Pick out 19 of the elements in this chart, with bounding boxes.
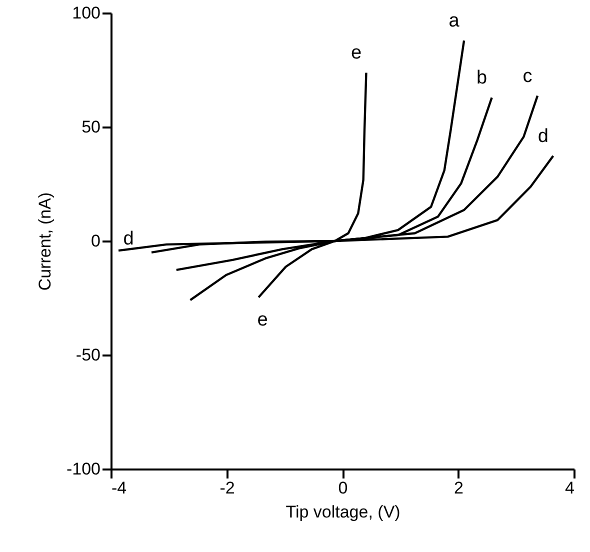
y-tick-label: 100 bbox=[72, 4, 100, 22]
x-tick-label: -4 bbox=[112, 478, 127, 498]
series-label: c bbox=[522, 66, 532, 87]
x-tick-label: 2 bbox=[454, 478, 464, 498]
series-label: e bbox=[350, 42, 362, 64]
annotation: d bbox=[123, 228, 134, 250]
y-axis-title: Current, (nA) bbox=[35, 192, 54, 291]
x-axis-title: Tip voltage, (V) bbox=[286, 502, 400, 522]
x-tick-label: 4 bbox=[565, 478, 574, 498]
annotation: e bbox=[257, 309, 268, 330]
x-tick-label: 0 bbox=[338, 478, 348, 498]
y-tick-label: -50 bbox=[76, 346, 100, 364]
series-label: d bbox=[538, 126, 548, 147]
series-label: b bbox=[476, 68, 488, 89]
series-label: a bbox=[448, 10, 460, 32]
y-tick-label: -100 bbox=[66, 460, 100, 478]
x-tick-label: -2 bbox=[220, 478, 235, 498]
y-tick-label: 0 bbox=[91, 232, 100, 250]
y-tick-label: 50 bbox=[82, 118, 100, 136]
